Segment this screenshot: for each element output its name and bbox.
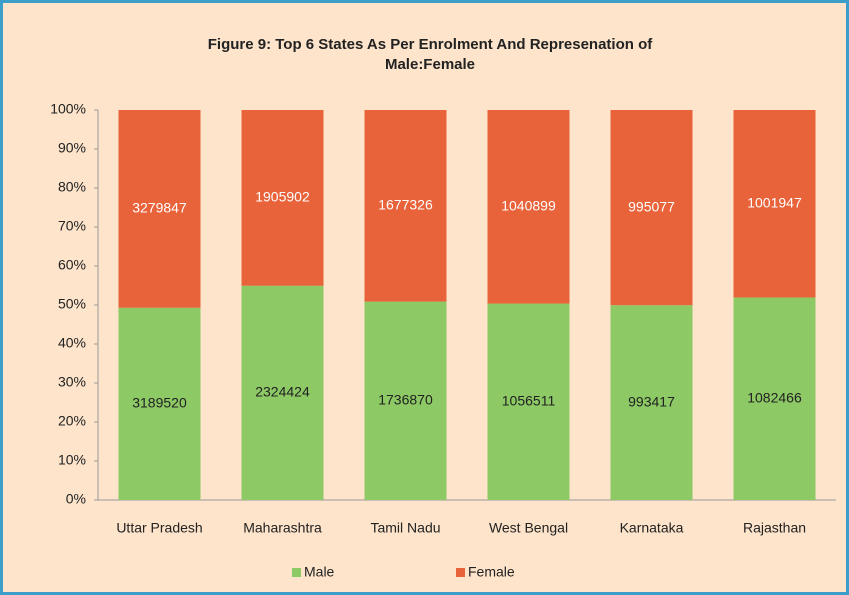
bar-segment [118, 110, 201, 308]
data-label: 1736870 [378, 392, 433, 408]
y-tick-label: 90% [58, 140, 86, 156]
data-label: 1082466 [747, 389, 802, 405]
y-tick-label: 20% [58, 413, 86, 429]
y-tick-label: 10% [58, 452, 86, 468]
data-label: 1040899 [501, 197, 556, 213]
bar-segment [487, 303, 570, 500]
y-tick-label: 50% [58, 296, 86, 312]
data-label: 2324424 [255, 384, 310, 400]
x-tick-label: Tamil Nadu [370, 520, 440, 536]
y-tick-label: 60% [58, 257, 86, 273]
x-tick-label: West Bengal [489, 520, 568, 536]
y-tick-label: 70% [58, 218, 86, 234]
y-tick-label: 40% [58, 335, 86, 351]
y-tick-label: 30% [58, 374, 86, 390]
legend-label: Male [304, 564, 335, 580]
data-label: 1905902 [255, 189, 310, 205]
x-tick-label: Uttar Pradesh [116, 520, 202, 536]
y-tick-label: 80% [58, 179, 86, 195]
legend-swatch [292, 568, 301, 577]
data-label: 1001947 [747, 194, 802, 210]
bar-segment [364, 301, 447, 500]
legend-label: Female [468, 564, 515, 580]
data-label: 995077 [628, 198, 675, 214]
bar-segment [487, 110, 570, 304]
x-tick-label: Rajasthan [743, 520, 806, 536]
data-label: 1677326 [378, 197, 433, 213]
legend-swatch [456, 568, 465, 577]
bar-segment [241, 285, 324, 500]
bar-segment [733, 297, 816, 500]
bar-segment [118, 307, 201, 500]
bar-segment [364, 110, 447, 302]
data-label: 993417 [628, 393, 675, 409]
bar-segment [610, 110, 693, 306]
data-label: 1056511 [502, 392, 556, 408]
chart-title: Figure 9: Top 6 States As Per Enrolment … [208, 36, 654, 53]
y-tick-label: 100% [50, 101, 86, 117]
x-tick-label: Karnataka [620, 520, 684, 536]
x-tick-label: Maharashtra [243, 520, 322, 536]
data-label: 3279847 [132, 200, 187, 216]
bar-segment [733, 110, 816, 298]
chart-subtitle: Male:Female [385, 56, 475, 73]
bar-segment [610, 305, 693, 500]
bar-segment [241, 110, 324, 286]
data-label: 3189520 [132, 395, 187, 411]
y-tick-label: 0% [66, 491, 86, 507]
